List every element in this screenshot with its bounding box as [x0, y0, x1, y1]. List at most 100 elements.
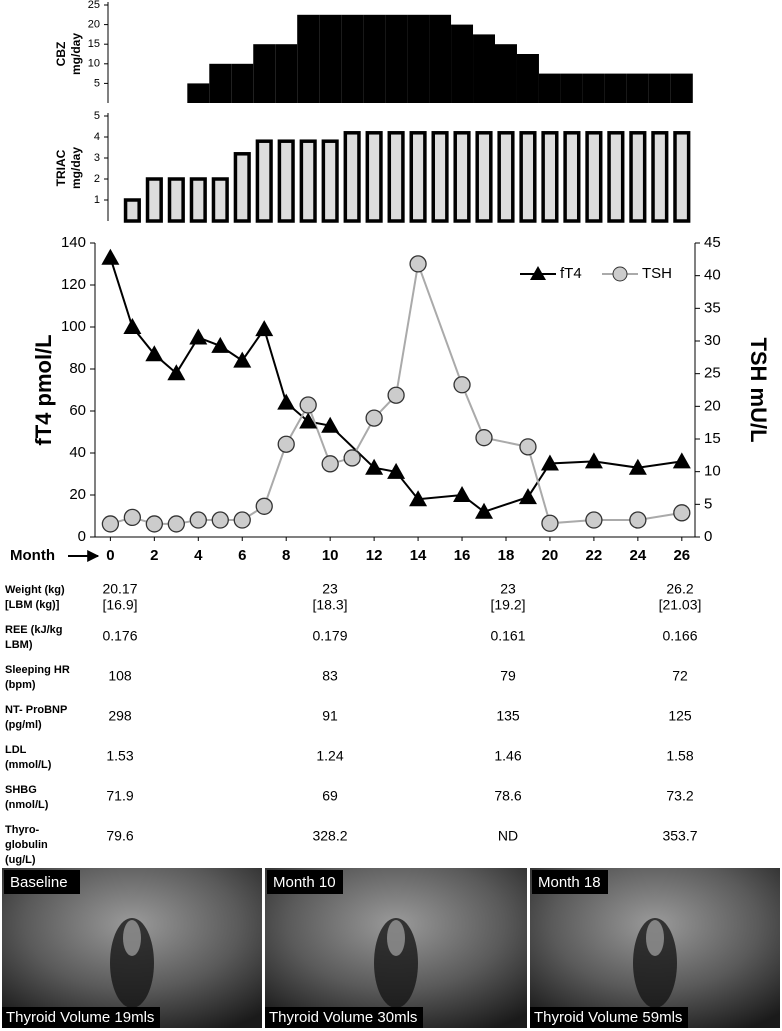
bar — [275, 44, 298, 103]
bar — [473, 34, 495, 103]
y-tick-label: 1 — [94, 194, 100, 206]
marker-circle — [145, 515, 163, 533]
cell: 1.53 — [106, 748, 133, 764]
y2-axis-label: TSH mU/L — [746, 337, 771, 442]
y-tick-label: 25 — [88, 0, 100, 11]
x-axis-label: Month — [10, 547, 55, 564]
x-tick-label: 6 — [238, 547, 246, 564]
x-tick-label: 22 — [586, 547, 603, 564]
bar — [385, 14, 408, 103]
y2-tick-label: 45 — [704, 234, 721, 251]
row-label: SHBG — [5, 784, 37, 796]
bar — [365, 131, 383, 223]
marker-triangle — [189, 328, 208, 345]
bar — [475, 131, 493, 223]
bar — [519, 131, 537, 223]
bar — [407, 14, 430, 103]
bar — [387, 131, 405, 223]
y2-tick-label: 30 — [704, 332, 721, 349]
bar — [673, 131, 691, 223]
marker-triangle — [540, 454, 559, 471]
x-tick-label: 16 — [454, 547, 471, 564]
ultrasound-structure — [123, 920, 141, 956]
marker-circle — [387, 386, 405, 404]
y-tick-label: 0 — [78, 528, 86, 545]
y-tick-label: 120 — [61, 276, 86, 293]
cell: 135 — [496, 708, 520, 724]
y-tick-label: 10 — [88, 58, 100, 70]
row-label: (pg/ml) — [5, 719, 42, 731]
bar — [277, 139, 295, 223]
cell: 71.9 — [106, 788, 133, 804]
marker-triangle — [101, 248, 120, 265]
bar — [297, 14, 320, 103]
legend-marker — [530, 266, 546, 280]
bar — [299, 139, 317, 223]
image-caption: Thyroid Volume 59mls — [534, 1009, 682, 1026]
cell: 1.24 — [316, 748, 343, 764]
cell: [19.2] — [490, 597, 525, 613]
cell: ND — [498, 828, 518, 844]
bar — [582, 73, 605, 103]
image-caption-bg — [2, 1007, 160, 1028]
y-axis-label: mg/day — [69, 147, 83, 189]
y-tick-label: 3 — [94, 152, 100, 164]
bar — [648, 73, 671, 103]
y-tick-label: 60 — [69, 402, 86, 419]
bar — [585, 131, 603, 223]
bar — [233, 152, 251, 223]
image-caption: Thyroid Volume 30mls — [269, 1009, 417, 1026]
bar — [253, 44, 276, 103]
x-tick-label: 2 — [150, 547, 158, 564]
cell: 23 — [322, 581, 338, 597]
marker-triangle — [277, 393, 296, 410]
y-axis-label: mg/day — [69, 33, 83, 75]
x-tick-label: 8 — [282, 547, 290, 564]
cell: 298 — [108, 708, 132, 724]
bar — [497, 131, 515, 223]
cell: 0.179 — [312, 628, 347, 644]
marker-triangle — [387, 462, 406, 479]
ultrasound-structure — [110, 918, 154, 1008]
image-caption-bg — [530, 1007, 688, 1028]
bar — [607, 131, 625, 223]
x-tick-label: 10 — [322, 547, 339, 564]
bar — [167, 177, 185, 223]
marker-circle — [409, 255, 427, 273]
bar — [363, 14, 386, 103]
marker-circle — [277, 435, 295, 453]
x-tick-label: 0 — [106, 547, 114, 564]
cell: 20.17 — [102, 581, 137, 597]
bar — [187, 83, 210, 103]
x-tick-label: 4 — [194, 547, 203, 564]
x-tick-label: 26 — [673, 547, 690, 564]
bar — [451, 24, 474, 104]
cell: 0.161 — [490, 628, 525, 644]
bar — [321, 139, 339, 223]
y-tick-label: 2 — [94, 173, 100, 185]
marker-circle — [211, 511, 229, 529]
bar — [563, 131, 581, 223]
y-axis-label: TRIAC — [54, 149, 68, 186]
y-tick-label: 80 — [69, 360, 86, 377]
bar — [629, 131, 647, 223]
image-label-bg — [532, 870, 608, 894]
x-tick-label: 20 — [542, 547, 559, 564]
image-label: Baseline — [10, 874, 68, 891]
bar — [343, 131, 361, 223]
row-label: REE (kJ/kg — [5, 624, 62, 636]
marker-circle — [255, 497, 273, 515]
y2-tick-label: 10 — [704, 463, 721, 480]
marker-triangle — [321, 416, 340, 433]
marker-circle — [321, 455, 339, 473]
bar — [560, 73, 583, 103]
marker-triangle — [167, 364, 186, 381]
marker-triangle — [145, 345, 164, 362]
row-label: (ug/L) — [5, 854, 36, 866]
bar — [516, 54, 539, 103]
marker-circle — [189, 511, 207, 529]
bar — [538, 73, 561, 103]
ultrasound-structure — [387, 920, 405, 956]
image-label: Month 10 — [273, 874, 336, 891]
row-label: [LBM (kg)] — [5, 599, 60, 611]
